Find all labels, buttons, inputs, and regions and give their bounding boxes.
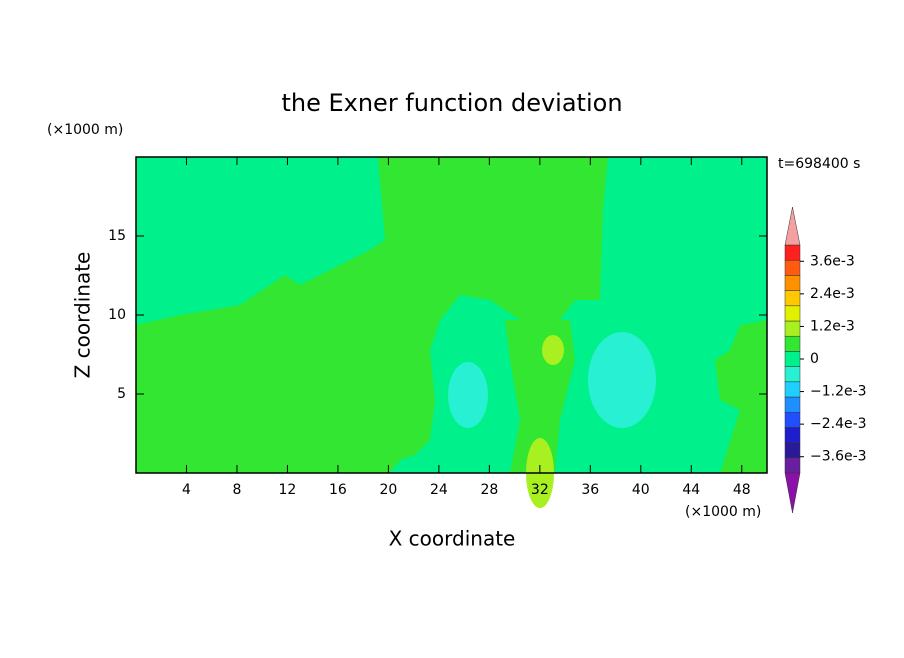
x-unit: (×1000 m) [685,504,761,520]
chart-title: the Exner function deviation [281,89,622,117]
colorbar-band [784,290,801,307]
colorbar-band [784,457,801,474]
colorbar-tick-label: 0 [810,351,819,367]
x-tick-label: 48 [733,482,751,498]
x-tick-label: 8 [232,482,241,498]
colorbar-tick-label: 1.2e-3 [810,318,855,334]
colorbar-band [784,259,801,276]
x-tick-label: 32 [531,482,549,498]
colorbar-tick-label: −2.4e-3 [810,416,867,432]
colorbar-band [784,351,801,367]
contour-region [715,320,767,473]
colorbar-band [784,335,801,352]
x-tick-label: 20 [379,482,397,498]
colorbar-band [784,396,801,413]
x-tick-label: 12 [279,482,297,498]
x-tick-label: 16 [329,482,347,498]
colorbar-band [784,411,801,428]
y-tick-label: 5 [117,386,126,402]
x-tick-label: 40 [632,482,650,498]
y-tick-label: 15 [108,228,126,244]
contour-field [135,156,768,508]
x-tick-label: 36 [581,482,599,498]
colorbar-band [784,305,801,322]
time-label: t=698400 s [778,156,860,172]
colorbar-band [784,381,801,398]
y-unit: (×1000 m) [47,122,123,138]
x-tick-label: 24 [430,482,448,498]
contour-region [448,362,488,428]
y-tick-label: 10 [108,307,126,323]
contour-region [136,157,608,473]
x-tick-label: 28 [480,482,498,498]
x-tick-label: 44 [682,482,700,498]
contour-region [542,335,564,365]
colorbar-tick-label: 2.4e-3 [810,286,855,302]
colorbar-band [784,442,801,459]
x-axis-label: X coordinate [389,527,516,551]
colorbar-tick-label: 3.6e-3 [810,253,855,269]
colorbar-over [784,206,801,246]
colorbar-under [784,472,801,514]
colorbar-band [784,275,801,291]
colorbar-band [784,320,801,337]
colorbar-tick-label: −1.2e-3 [810,384,867,400]
y-axis-label: Z coordinate [71,252,95,379]
colorbar-band [784,366,801,383]
colorbar-band [784,244,801,261]
contour-region [588,332,656,428]
colorbar-band [784,427,801,443]
x-tick-label: 4 [182,482,191,498]
colorbar-tick-label: −3.6e-3 [810,449,867,465]
